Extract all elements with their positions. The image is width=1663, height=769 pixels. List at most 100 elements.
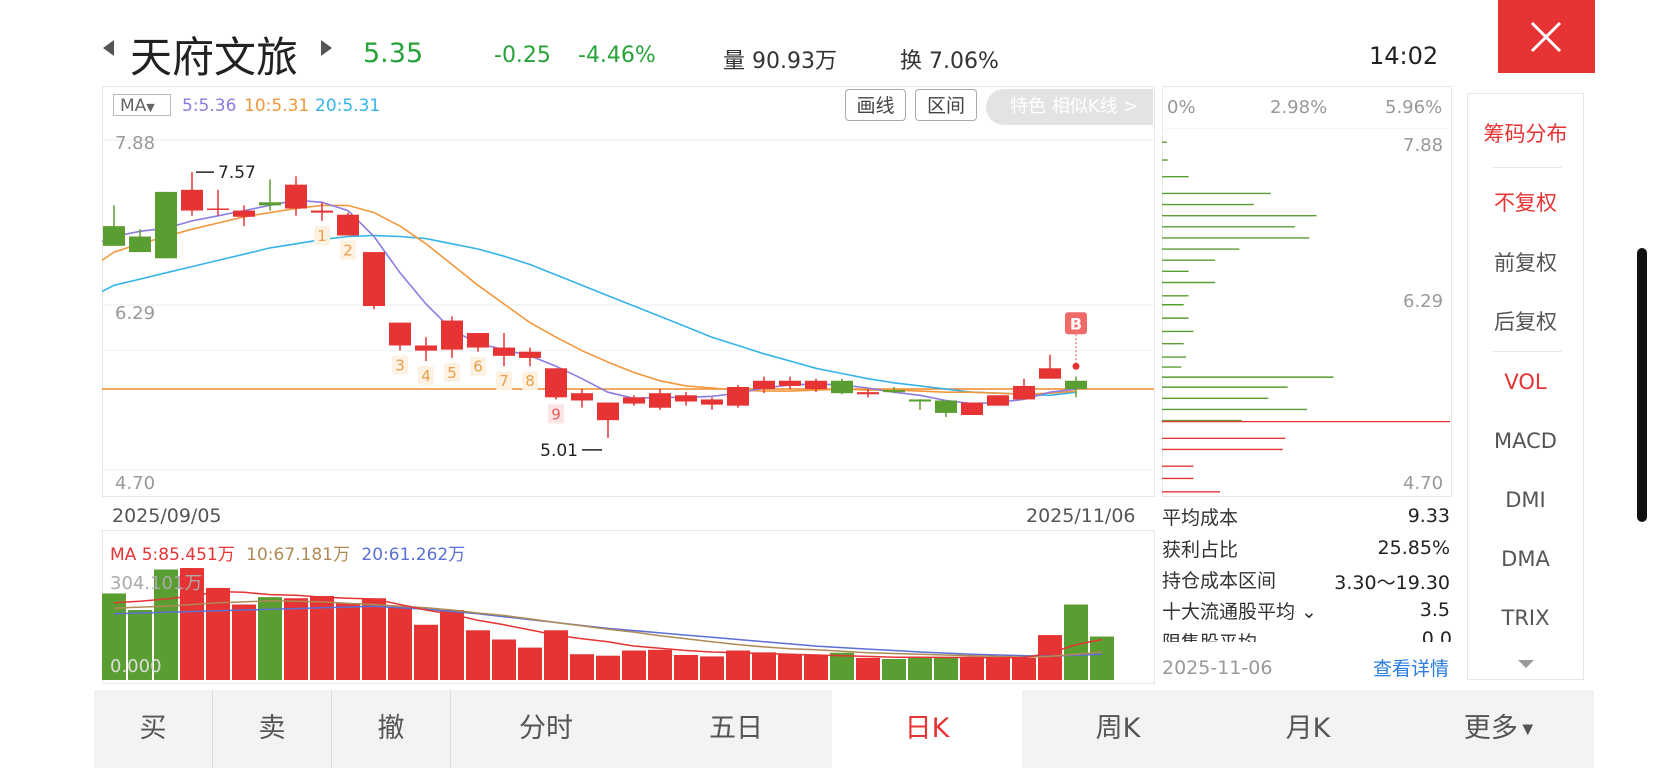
candle — [155, 191, 177, 259]
volume-bar — [414, 624, 438, 680]
candle — [363, 252, 385, 310]
tab-monthly-k[interactable]: 月K — [1285, 713, 1331, 744]
chip-distribution-chart — [1162, 128, 1450, 493]
close-button[interactable] — [1498, 0, 1595, 73]
side-item-backward-adjust[interactable]: 后复权 — [1494, 310, 1557, 334]
similar-kline-button[interactable]: 特色 相似K线 > — [986, 89, 1153, 125]
ma5-legend: 5:5.36 — [182, 96, 237, 116]
tab-separator — [212, 690, 213, 768]
ma-indicator-select[interactable]: MA▼ — [113, 94, 171, 116]
candle-body — [311, 210, 333, 213]
volume-bar — [544, 630, 568, 680]
volume-bar — [310, 596, 334, 680]
next-stock-arrow-icon[interactable] — [321, 40, 332, 56]
stock-name: 天府文旅 — [130, 33, 299, 82]
candle — [311, 202, 333, 221]
tab-intraday[interactable]: 分时 — [519, 713, 573, 744]
countdown-label: 6 — [473, 358, 483, 376]
volume-bar — [258, 597, 282, 680]
volume-ma-prefix: MA — [110, 545, 137, 565]
side-item-vol[interactable]: VOL — [1504, 370, 1547, 394]
side-item-no-adjust[interactable]: 不复权 — [1494, 191, 1557, 215]
ma5-line — [102, 199, 1077, 405]
candle-body — [1013, 385, 1035, 400]
countdown-marker — [314, 225, 330, 245]
draw-line-button[interactable]: 画线 — [845, 89, 906, 121]
scrollbar[interactable] — [1637, 248, 1647, 522]
candle-body — [883, 390, 905, 393]
tab-more[interactable]: 更多 ▼ — [1403, 690, 1594, 768]
close-icon — [1530, 21, 1562, 53]
candle — [571, 389, 593, 408]
volume-ma10-legend: 10:67.181万 — [246, 545, 350, 565]
side-menu-more-icon[interactable] — [1518, 660, 1534, 668]
more-caret-icon: ▼ — [1517, 721, 1534, 738]
tab-daily-k[interactable]: 日K — [832, 690, 1022, 768]
prev-stock-arrow-icon[interactable] — [103, 40, 114, 56]
candle — [181, 172, 203, 216]
candle-body — [259, 202, 281, 206]
volume-axis-top: 304.101万 — [110, 573, 203, 594]
side-item-macd[interactable]: MACD — [1494, 429, 1557, 453]
candle — [1065, 376, 1087, 398]
chip-axis-0: 0% — [1167, 97, 1196, 118]
stat-profit-ratio-value: 25.85% — [1377, 537, 1450, 559]
stat-restricted-label[interactable]: 限售股平均 ⌄ — [1162, 628, 1279, 642]
candle — [935, 400, 957, 418]
buy-marker-label: B — [1070, 314, 1082, 333]
tab-cancel[interactable]: 撤 — [377, 713, 405, 744]
ma-select-label: MA — [120, 96, 147, 116]
tab-buy[interactable]: 买 — [139, 713, 167, 744]
current-price: 5.35 — [363, 38, 424, 69]
candle-body — [1039, 368, 1061, 379]
volume-label: 量 90.93万 — [723, 49, 837, 74]
tab-weekly-k[interactable]: 周K — [1095, 713, 1141, 744]
volume-bar — [336, 603, 360, 680]
side-menu — [1467, 93, 1584, 680]
tab-separator — [450, 690, 451, 768]
countdown-label: 7 — [499, 372, 509, 390]
volume-bar — [1012, 657, 1036, 680]
countdown-marker — [340, 240, 356, 260]
candle-body — [467, 333, 489, 348]
chip-axis-max: 5.96% — [1385, 97, 1443, 118]
volume-bar — [830, 652, 854, 680]
candle-body — [649, 393, 671, 408]
side-item-dma[interactable]: DMA — [1501, 547, 1550, 571]
stat-top10-label[interactable]: 十大流通股平均 ⌄ — [1162, 601, 1317, 623]
candle-body — [207, 208, 229, 210]
candle — [961, 402, 983, 415]
x-axis-end-date: 2025/11/06 — [1026, 505, 1136, 527]
stat-restricted-value: 0.0 — [1421, 628, 1452, 642]
view-detail-link[interactable]: 查看详情 — [1373, 658, 1450, 680]
chip-distribution-frame — [1162, 86, 1452, 497]
candle-body — [103, 226, 125, 246]
volume-bar — [154, 569, 178, 680]
range-button[interactable]: 区间 — [915, 89, 977, 121]
candle — [1039, 354, 1061, 379]
candle — [987, 395, 1009, 406]
kline-chart[interactable]: 12 34 5 67 89 7.57 5.01 B — [102, 86, 1154, 496]
candle-body — [389, 322, 411, 346]
volume-bar — [492, 639, 516, 680]
chip-price-bottom: 4.70 — [1403, 473, 1444, 494]
side-item-forward-adjust[interactable]: 前复权 — [1494, 251, 1557, 275]
countdown-label: 2 — [343, 241, 353, 259]
tab-five-day[interactable]: 五日 — [709, 713, 763, 744]
high-label: 7.57 — [218, 163, 256, 183]
volume-chart[interactable] — [102, 562, 1154, 682]
candle — [623, 395, 645, 406]
candle-body — [415, 345, 437, 351]
volume-bar — [440, 610, 464, 680]
candle-body — [519, 351, 541, 358]
volume-ma5-line — [113, 590, 1103, 659]
side-item-trix[interactable]: TRIX — [1501, 606, 1550, 630]
side-item-chip-distribution[interactable]: 筹码分布 — [1483, 122, 1568, 146]
candle — [467, 333, 489, 352]
side-item-dmi[interactable]: DMI — [1505, 488, 1546, 512]
low-label: 5.01 — [540, 441, 578, 461]
tab-sell[interactable]: 卖 — [258, 713, 286, 744]
countdown-label: 9 — [551, 405, 561, 423]
candle-body — [545, 368, 567, 398]
candle-body — [675, 395, 697, 402]
